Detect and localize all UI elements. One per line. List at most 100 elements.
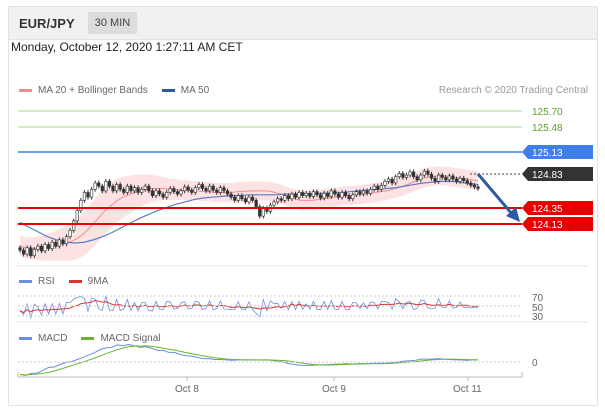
candle [190, 189, 194, 193]
candle [426, 170, 430, 175]
candle [211, 185, 215, 191]
rsi-legend: RSI 9MA [19, 276, 122, 287]
timeframe-button[interactable]: 30 MIN [88, 12, 137, 34]
candle [236, 195, 240, 201]
macd-axis-0: 0 [532, 358, 538, 369]
candle [82, 192, 87, 201]
candle [347, 195, 351, 200]
candle [340, 192, 344, 198]
candle [50, 241, 54, 249]
candle [429, 173, 434, 179]
candle [140, 188, 144, 193]
candle [454, 178, 459, 182]
candle [143, 185, 147, 190]
candle [161, 193, 165, 198]
macd-signal-line [19, 345, 479, 376]
candle [43, 244, 47, 252]
candle [86, 192, 90, 198]
candle [283, 195, 287, 201]
candle [390, 178, 394, 184]
candle [394, 176, 398, 184]
candle [122, 188, 126, 193]
candle [293, 193, 298, 198]
candle [419, 174, 423, 181]
candle [437, 174, 441, 182]
candle [107, 181, 112, 187]
x-label-oct11: Oct 11 [453, 384, 482, 395]
candle [36, 245, 40, 250]
candle [186, 186, 190, 191]
level-s2-tag [522, 217, 593, 231]
rsi-axis-50: 50 [532, 303, 544, 314]
rsi-axis-30: 30 [532, 312, 544, 323]
candle [75, 210, 79, 222]
candle [165, 192, 169, 198]
price-pane [18, 166, 480, 261]
candle [250, 196, 255, 201]
candle [401, 173, 405, 178]
candle [354, 191, 358, 196]
legend-ma20: MA 20 + Bollinger Bands [19, 85, 148, 96]
candle [308, 192, 312, 197]
candle [68, 230, 72, 238]
candle [301, 192, 305, 196]
candle [193, 187, 197, 193]
candle [272, 201, 276, 206]
rsi-pane [19, 295, 479, 320]
candle [322, 192, 326, 199]
candle [179, 190, 183, 195]
legend-macd-signal: MACD Signal [81, 333, 160, 344]
candle [451, 175, 455, 180]
candle [25, 247, 29, 255]
candle [54, 241, 58, 247]
candle [447, 175, 451, 181]
candle [168, 188, 172, 193]
candle [311, 191, 316, 197]
candle [444, 177, 448, 181]
candle [333, 190, 337, 195]
candle [197, 184, 201, 189]
candle [361, 190, 366, 195]
candle [372, 185, 376, 190]
candle [386, 178, 391, 182]
candle [261, 207, 265, 217]
macd-pane [19, 344, 479, 376]
legend-rsi-ma: 9MA [68, 276, 108, 287]
candle [476, 186, 480, 189]
candle [304, 192, 308, 196]
candle [182, 186, 187, 192]
candle [89, 188, 94, 198]
candle [415, 176, 419, 181]
candle [147, 185, 151, 192]
candle [351, 194, 355, 200]
candle [18, 247, 22, 251]
rsi-ma-line [19, 300, 479, 314]
candle [326, 192, 330, 197]
bollinger-band [20, 166, 478, 261]
level-r3: 125.70 [532, 107, 563, 118]
symbol-label: EUR/JPY [19, 16, 75, 31]
candle [329, 190, 333, 197]
level-s1: 124.35 [532, 204, 563, 215]
candle [397, 173, 401, 177]
candle [111, 185, 115, 192]
legend-macd: MACD [19, 333, 67, 344]
candle [229, 193, 233, 198]
candle [125, 185, 129, 193]
macd-legend: MACD MACD Signal [19, 333, 174, 344]
candle [57, 239, 61, 247]
candle [32, 249, 36, 256]
candle [204, 188, 208, 192]
candle [297, 192, 301, 198]
candle [344, 192, 348, 196]
last-price-tag [522, 167, 593, 181]
candle [247, 196, 251, 203]
candle [72, 220, 76, 231]
candle [369, 188, 373, 194]
candle [208, 185, 212, 192]
rsi-axis-70: 70 [532, 293, 544, 304]
candle [104, 181, 108, 192]
level-s2: 124.13 [532, 220, 563, 231]
candle [279, 198, 283, 201]
candle [132, 187, 137, 192]
